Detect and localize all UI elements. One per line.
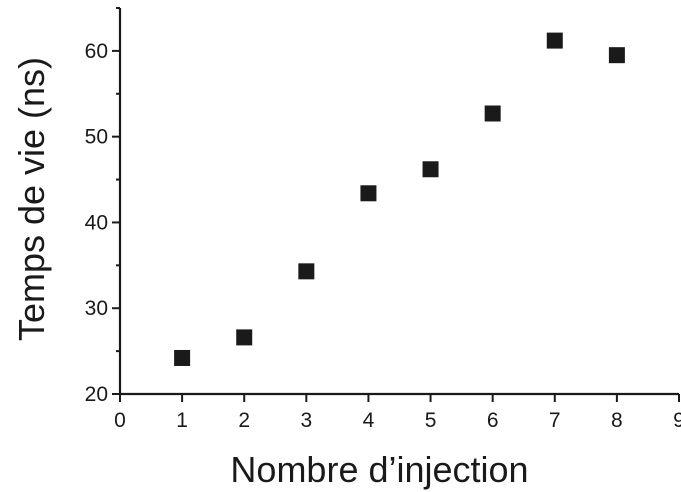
data-markers: [174, 32, 625, 366]
y-tick-label: 50: [85, 126, 108, 149]
x-tick-label: 3: [300, 409, 312, 432]
x-tick-label: 1: [176, 409, 188, 432]
data-point: [484, 105, 501, 122]
y-axis-ticks: 20 30 40 50 60: [85, 7, 120, 406]
x-tick-label: 5: [425, 409, 437, 432]
data-point: [298, 263, 315, 280]
y-tick-label: 30: [85, 297, 108, 320]
y-tick-label: 60: [85, 40, 108, 63]
x-tick-label: 0: [114, 409, 126, 432]
data-point: [422, 161, 439, 178]
x-tick-label: 4: [363, 409, 375, 432]
data-point: [546, 32, 563, 49]
x-tick-label: 7: [549, 409, 561, 432]
data-point: [174, 349, 191, 366]
data-point: [360, 185, 377, 202]
x-axis-ticks: 0 1 2 3 4 5 6 7 8 9: [114, 394, 681, 432]
plot-area: 20 30 40 50 60 0 1 2 3 4 5 6 7 8 9: [85, 7, 681, 432]
data-point: [608, 47, 625, 64]
y-axis-title: Temps de vie (ns): [11, 57, 52, 341]
x-tick-label: 9: [673, 409, 681, 432]
data-point: [236, 329, 253, 346]
x-tick-label: 2: [238, 409, 250, 432]
x-axis-title: Nombre d’injection: [230, 449, 528, 490]
y-tick-label: 20: [85, 383, 108, 406]
x-tick-label: 8: [611, 409, 623, 432]
x-tick-label: 6: [487, 409, 499, 432]
y-tick-label: 40: [85, 211, 108, 234]
